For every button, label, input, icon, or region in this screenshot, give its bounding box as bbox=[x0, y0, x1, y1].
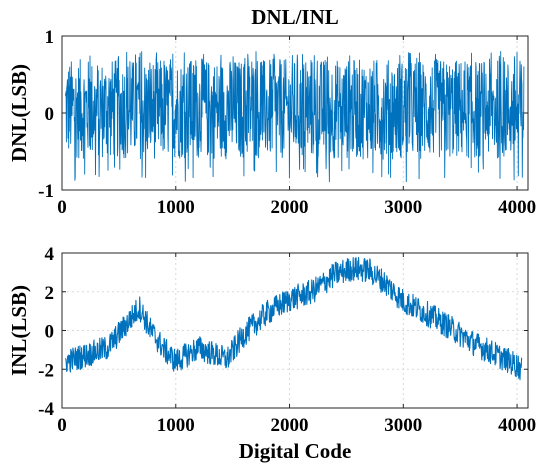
dnl-series-line bbox=[64, 50, 525, 183]
y-tick-label: 2 bbox=[45, 283, 55, 304]
x-axis-label: Digital Code bbox=[239, 439, 352, 463]
x-tick-label: 0 bbox=[57, 415, 67, 436]
x-tick-label: 4000 bbox=[498, 415, 536, 436]
x-tick-label: 1000 bbox=[157, 197, 195, 218]
y-tick-label: -4 bbox=[38, 399, 54, 420]
y-tick-label: 4 bbox=[45, 244, 55, 265]
x-tick-label: 2000 bbox=[271, 415, 309, 436]
x-tick-label: 0 bbox=[57, 197, 67, 218]
y-tick-label: 0 bbox=[45, 322, 55, 343]
y-tick-label: -2 bbox=[38, 360, 54, 381]
y-tick-label: 1 bbox=[45, 27, 55, 48]
y-axis-label: INL(LSB) bbox=[7, 285, 31, 376]
x-tick-label: 2000 bbox=[271, 197, 309, 218]
x-tick-label: 3000 bbox=[384, 415, 422, 436]
y-axis-label: DNL(LSB) bbox=[7, 64, 31, 162]
inl-series-line bbox=[64, 256, 523, 381]
x-tick-label: 4000 bbox=[498, 197, 536, 218]
chart-title: DNL/INL bbox=[251, 5, 339, 29]
y-tick-label: 0 bbox=[45, 104, 55, 125]
y-tick-label: -1 bbox=[38, 181, 54, 202]
x-tick-label: 3000 bbox=[384, 197, 422, 218]
x-tick-label: 1000 bbox=[157, 415, 195, 436]
